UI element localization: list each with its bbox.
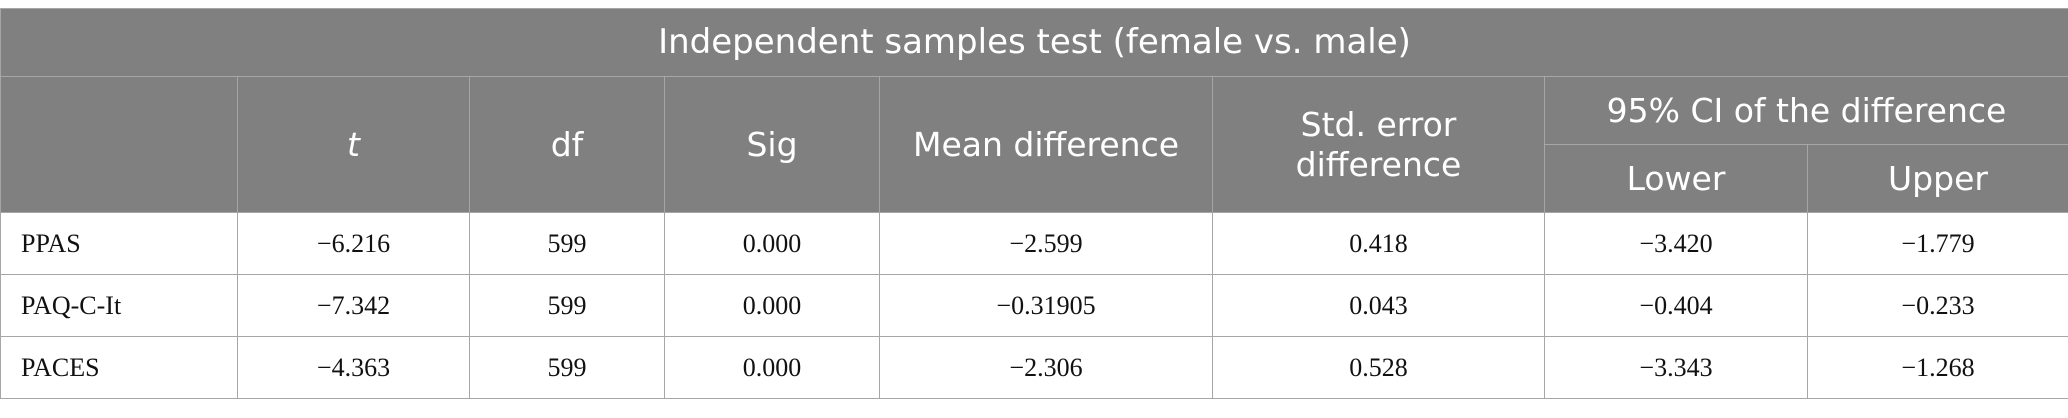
cell-sig: 0.000 [664, 336, 880, 399]
cell-mean-difference: −0.31905 [879, 274, 1213, 337]
header-ci-group: 95% CI of the difference [1544, 76, 2068, 145]
table-row: PPAS −6.216 599 0.000 −2.599 0.418 −3.42… [0, 212, 2068, 275]
header-std-error-text: Std. error difference [1295, 104, 1462, 184]
cell-mean-difference: −2.599 [879, 212, 1213, 275]
header-row: t df Sig Mean difference Std. error diff… [0, 76, 2068, 213]
row-label: PPAS [0, 212, 238, 275]
cell-lower: −3.420 [1544, 212, 1808, 275]
cell-df: 599 [469, 212, 665, 275]
cell-upper: −0.233 [1807, 274, 2068, 337]
cell-mean-difference: −2.306 [879, 336, 1213, 399]
row-label: PAQ-C-It [0, 274, 238, 337]
header-lower: Lower [1544, 144, 1808, 213]
cell-t: −6.216 [237, 212, 470, 275]
table-row: PACES −4.363 599 0.000 −2.306 0.528 −3.3… [0, 336, 2068, 399]
table-container: Independent samples test (female vs. mal… [0, 8, 2068, 399]
independent-samples-table: Independent samples test (female vs. mal… [0, 8, 2068, 399]
header-mean-difference: Mean difference [879, 76, 1213, 213]
row-label: PACES [0, 336, 238, 399]
cell-sig: 0.000 [664, 274, 880, 337]
title-row: Independent samples test (female vs. mal… [0, 8, 2068, 77]
table-row: PAQ-C-It −7.342 599 0.000 −0.31905 0.043… [0, 274, 2068, 337]
header-t: t [237, 76, 470, 213]
cell-upper: −1.268 [1807, 336, 2068, 399]
header-empty [0, 76, 238, 213]
header-std-error-difference: Std. error difference [1212, 76, 1545, 213]
header-upper: Upper [1807, 144, 2068, 213]
cell-sig: 0.000 [664, 212, 880, 275]
cell-std-error: 0.528 [1212, 336, 1545, 399]
cell-lower: −3.343 [1544, 336, 1808, 399]
cell-upper: −1.779 [1807, 212, 2068, 275]
cell-t: −4.363 [237, 336, 470, 399]
cell-std-error: 0.043 [1212, 274, 1545, 337]
cell-df: 599 [469, 336, 665, 399]
header-row-sub: Lower Upper [1, 144, 2068, 213]
table-title: Independent samples test (female vs. mal… [0, 8, 2068, 77]
header-sig: Sig [664, 76, 880, 213]
cell-std-error: 0.418 [1212, 212, 1545, 275]
header-df: df [469, 76, 665, 213]
cell-t: −7.342 [237, 274, 470, 337]
cell-lower: −0.404 [1544, 274, 1808, 337]
cell-df: 599 [469, 274, 665, 337]
